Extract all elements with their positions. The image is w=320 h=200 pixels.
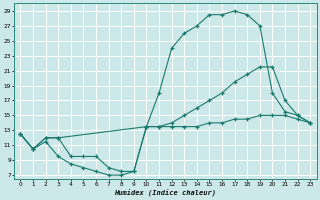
X-axis label: Humidex (Indice chaleur): Humidex (Indice chaleur) [114, 189, 216, 197]
